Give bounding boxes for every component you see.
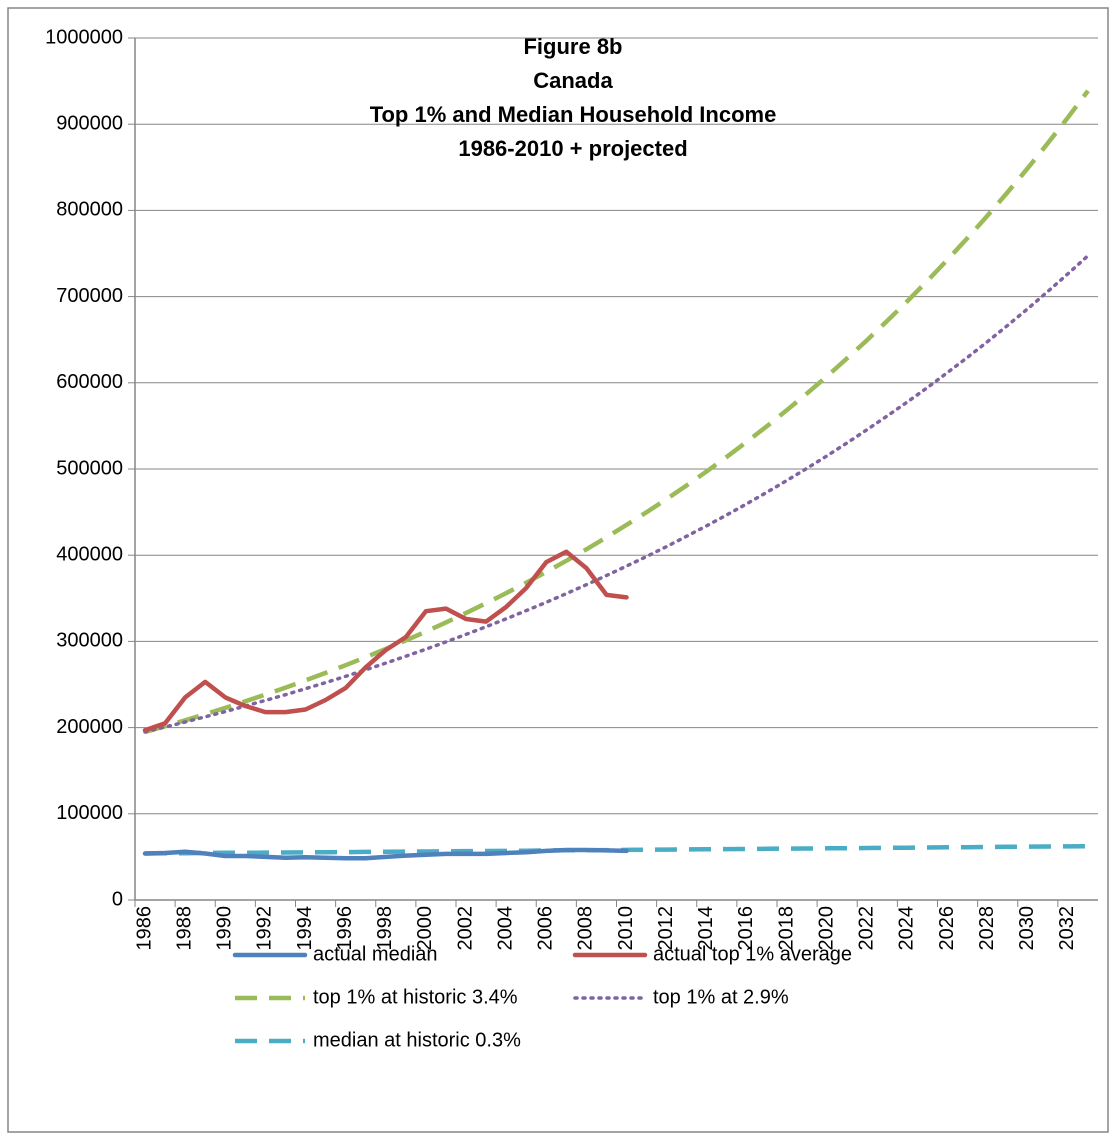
x-tick-label: 2016 [735,906,757,951]
legend-label: actual median [313,943,438,965]
y-tick-label: 800000 [56,199,123,221]
chart-title: Top 1% and Median Household Income [370,102,777,127]
series-line [142,847,629,861]
x-tick-label: 2008 [575,906,597,951]
y-tick-label: 100000 [56,802,123,824]
x-tick-label: 2020 [815,906,837,951]
chart-title: Canada [533,68,613,93]
x-tick-label: 2000 [414,906,436,951]
y-tick-label: 900000 [56,112,123,134]
chart-border [7,7,1109,1133]
x-tick-label: 2004 [494,906,516,951]
series-line [143,253,1090,734]
x-tick-label: 2018 [775,906,797,951]
x-tick-label: 1988 [173,906,195,951]
x-tick-label: 2024 [896,906,918,951]
x-tick-label: 1992 [254,906,276,951]
x-tick-label: 1994 [294,906,316,951]
legend-label: top 1% at 2.9% [653,986,789,1008]
x-tick-label: 2006 [535,906,557,951]
legend-label: top 1% at historic 3.4% [313,986,518,1008]
y-tick-label: 200000 [56,716,123,738]
chart-title: Figure 8b [523,34,622,59]
y-tick-label: 300000 [56,630,123,652]
y-tick-label: 400000 [56,543,123,565]
series-line [142,549,629,733]
x-tick-label: 2028 [976,906,998,951]
x-tick-label: 2002 [454,906,476,951]
chart-title: 1986-2010 + projected [458,136,687,161]
legend-label: actual top 1% average [653,943,852,965]
y-tick-label: 0 [112,888,123,910]
x-tick-label: 2030 [1016,906,1038,951]
x-tick-label: 1986 [133,906,155,951]
y-tick-label: 500000 [56,457,123,479]
x-tick-label: 1990 [214,906,236,951]
x-tick-label: 1996 [334,906,356,951]
y-tick-label: 600000 [56,371,123,393]
legend-label: median at historic 0.3% [313,1029,521,1051]
x-tick-label: 1998 [374,906,396,951]
y-tick-label: 1000000 [45,26,123,48]
series-line [144,89,1090,735]
x-tick-label: 2026 [936,906,958,951]
x-tick-label: 2014 [695,906,717,951]
x-tick-label: 2022 [856,906,878,951]
x-tick-label: 2032 [1056,906,1078,951]
x-tick-label: 2012 [655,906,677,951]
x-tick-label: 2010 [615,906,637,951]
series-line [144,843,1089,856]
y-tick-label: 700000 [56,285,123,307]
